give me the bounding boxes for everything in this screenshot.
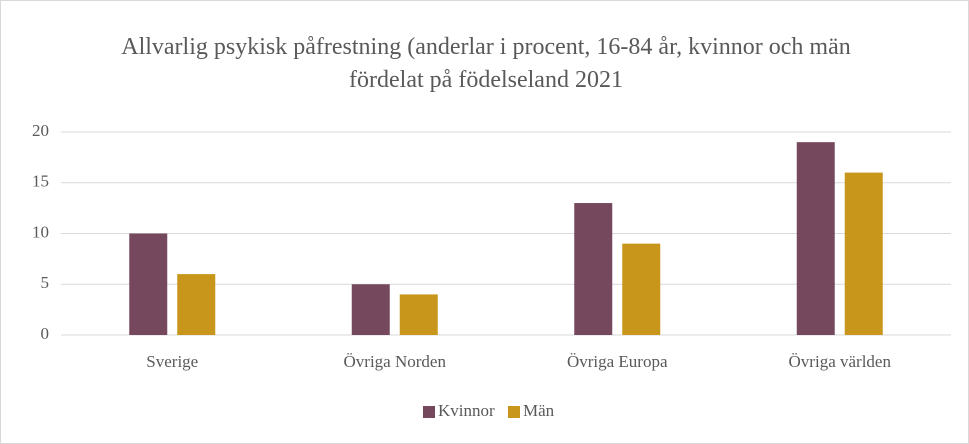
x-tick-label: Övriga Europa (567, 352, 668, 371)
legend-swatch (508, 406, 520, 418)
y-tick-label: 10 (32, 222, 49, 241)
legend-swatch (423, 406, 435, 418)
bar (399, 294, 438, 335)
x-tick-label: Övriga världen (789, 352, 892, 371)
y-tick-label: 0 (41, 324, 50, 343)
bar (622, 243, 661, 335)
legend-label: Kvinnor (438, 401, 495, 420)
y-tick-label: 15 (32, 172, 49, 191)
x-tick-label: Sverige (146, 352, 198, 371)
bar (351, 284, 390, 335)
bar (574, 203, 613, 335)
bar (129, 233, 168, 335)
bar (844, 172, 883, 335)
legend-label: Män (523, 401, 555, 420)
x-tick-label: Övriga Norden (344, 352, 447, 371)
bar (796, 142, 835, 335)
bar (177, 274, 216, 335)
y-tick-label: 20 (32, 121, 49, 140)
y-tick-label: 5 (41, 273, 50, 292)
chart-title: Allvarlig psykisk påfrestning (anderlar … (121, 34, 851, 93)
